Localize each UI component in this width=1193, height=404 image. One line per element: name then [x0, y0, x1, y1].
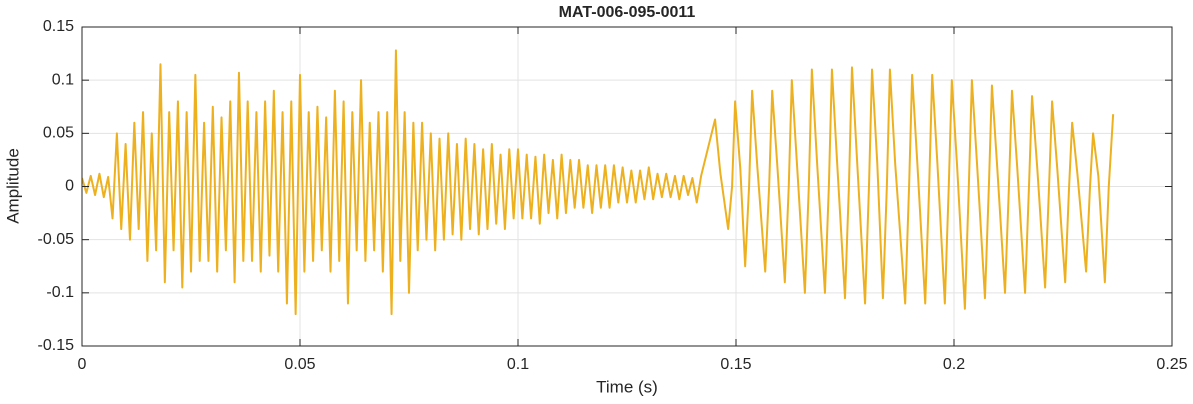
- y-tick-label: -0.15: [38, 337, 75, 354]
- x-tick-label: 0: [78, 356, 87, 373]
- y-axis-label: Amplitude: [3, 148, 22, 224]
- y-tick-label: 0.15: [43, 18, 74, 35]
- chart-title: MAT-006-095-0011: [559, 4, 696, 21]
- x-tick-label: 0.05: [284, 356, 315, 373]
- ticks: 0 0.05 0.1 0.15 0.2 0.25 -0.15 -0.1 -0.05 0 0.05 0.…: [38, 18, 1188, 373]
- y-tick-label: -0.1: [46, 284, 74, 301]
- x-tick-label: 0.25: [1156, 356, 1187, 373]
- y-tick-label: 0: [65, 178, 74, 195]
- x-axis-label: Time (s): [596, 377, 658, 396]
- x-tick-label: 0.1: [507, 356, 529, 373]
- y-tick-label: 0.1: [52, 71, 74, 88]
- series: [82, 49, 1115, 316]
- x-tick-label: 0.2: [943, 356, 965, 373]
- x-tick-label: 0.15: [720, 356, 751, 373]
- y-tick-label: -0.05: [38, 231, 75, 248]
- waveform-line: [82, 49, 1115, 316]
- y-tick-label: 0.05: [43, 125, 74, 142]
